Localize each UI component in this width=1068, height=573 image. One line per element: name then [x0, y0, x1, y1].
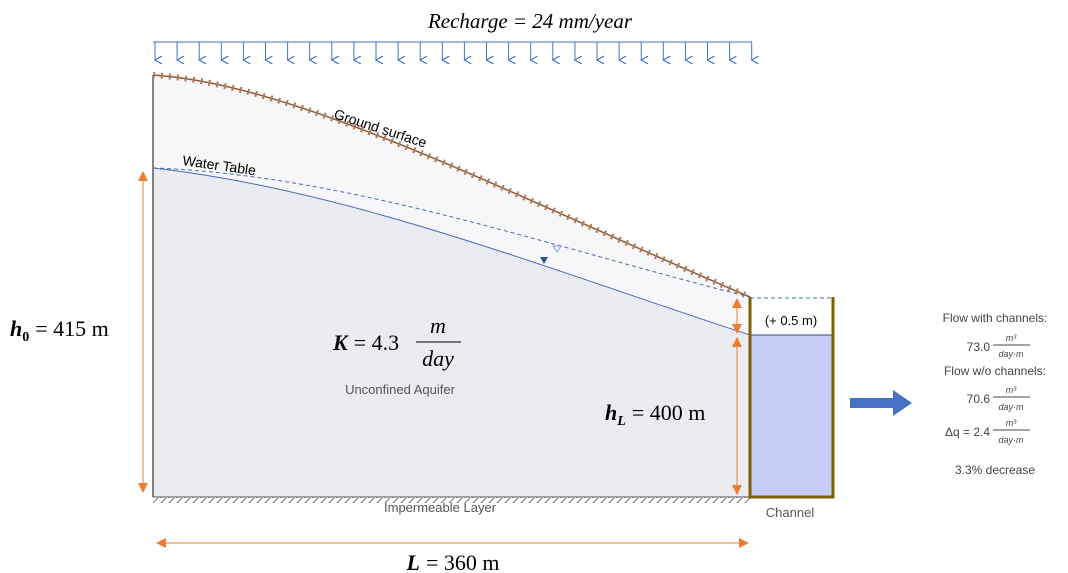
results: Flow with channels: 73.0 m³ day·m Flow w…	[943, 311, 1048, 477]
delta-num: m³	[1006, 418, 1017, 428]
K-label: K = 4.3 m day	[332, 313, 461, 371]
impermeable-hatch	[153, 497, 750, 503]
without-den: day·m	[998, 402, 1024, 412]
recharge-arrows	[153, 41, 752, 60]
h0-label: h0 = 415 m	[10, 316, 109, 345]
rise-label: (+ 0.5 m)	[765, 313, 817, 328]
without-value: 70.6	[967, 392, 991, 406]
recharge-label: Recharge = 24 mm/year	[427, 9, 633, 33]
without-num: m³	[1006, 385, 1017, 395]
unsaturated-zone	[153, 75, 750, 335]
symbol: h	[10, 316, 22, 341]
decrease-label: 3.3% decrease	[955, 463, 1035, 477]
subscript: L	[616, 414, 626, 429]
symbol: h	[605, 400, 617, 425]
value: = 415 m	[35, 316, 109, 341]
subscript: 0	[22, 330, 29, 345]
value: = 360 m	[426, 550, 500, 573]
ground-surface	[152, 74, 751, 298]
with-label: Flow with channels:	[943, 311, 1048, 325]
delta-den: day·m	[998, 435, 1024, 445]
with-den: day·m	[998, 349, 1024, 359]
aquifer-label: Unconfined Aquifer	[345, 382, 456, 397]
symbol: K	[332, 330, 349, 355]
with-value: 73.0	[967, 340, 991, 354]
value: = 400 m	[632, 400, 706, 425]
water-symbol	[540, 257, 548, 264]
channel-walls	[748, 297, 835, 499]
channel-label: Channel	[766, 505, 815, 520]
L-label: L = 360 m	[406, 550, 500, 573]
flow-arrow	[850, 390, 912, 416]
denominator: day	[422, 346, 454, 371]
impermeable-label: Impermeable Layer	[384, 500, 497, 515]
hL-label: hL = 400 m	[605, 400, 705, 429]
delta-value: Δq = 2.4	[945, 425, 990, 439]
channel-water	[750, 335, 833, 497]
water-table	[152, 167, 751, 336]
with-num: m³	[1006, 333, 1017, 343]
value: = 4.3	[354, 330, 399, 355]
numerator: m	[430, 313, 446, 338]
water-symbol	[552, 245, 562, 253]
without-label: Flow w/o channels:	[944, 364, 1046, 378]
raised-water-table	[152, 167, 751, 298]
aquifer	[153, 168, 750, 497]
symbol: L	[406, 550, 420, 573]
K-expression: K = 4.3	[332, 330, 399, 355]
